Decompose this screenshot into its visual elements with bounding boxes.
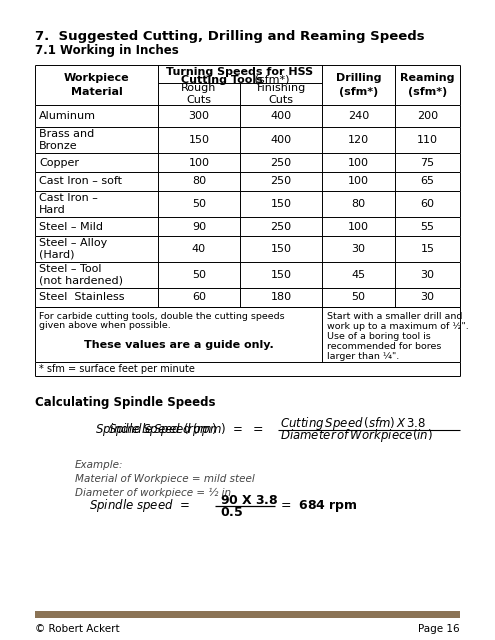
Text: 80: 80 [351, 199, 366, 209]
Text: 150: 150 [270, 244, 292, 254]
Text: 90: 90 [192, 221, 206, 232]
Text: 7.1 Working in Inches: 7.1 Working in Inches [35, 44, 179, 57]
Text: 50: 50 [351, 292, 365, 303]
Text: Steel  Stainless: Steel Stainless [39, 292, 125, 303]
Text: Steel – Mild: Steel – Mild [39, 221, 103, 232]
Text: 80: 80 [192, 177, 206, 186]
Text: 200: 200 [417, 111, 438, 121]
Text: 30: 30 [351, 244, 365, 254]
Text: $\mathit{Spindle\ Speed\ (rpm)}$: $\mathit{Spindle\ Speed\ (rpm)}$ [95, 422, 217, 438]
Text: 40: 40 [192, 244, 206, 254]
Text: =: = [253, 424, 263, 436]
Text: =  $\mathbf{684\ rpm}$: = $\mathbf{684\ rpm}$ [280, 498, 358, 514]
Text: Example:: Example: [75, 460, 123, 470]
Text: Cast Iron –
Hard: Cast Iron – Hard [39, 193, 98, 215]
Text: Use of a boring tool is: Use of a boring tool is [327, 332, 431, 341]
Text: larger than ¼".: larger than ¼". [327, 352, 399, 361]
Text: 75: 75 [420, 157, 435, 168]
Text: $\mathbf{0.5}$: $\mathbf{0.5}$ [220, 506, 244, 518]
Text: 45: 45 [351, 270, 366, 280]
Text: work up to a maximum of ½".: work up to a maximum of ½". [327, 322, 469, 331]
Text: given above when possible.: given above when possible. [39, 321, 171, 330]
Bar [35, 611, 460, 618]
Text: © Robert Ackert: © Robert Ackert [35, 624, 120, 634]
Text: 250: 250 [270, 157, 292, 168]
Text: 100: 100 [348, 177, 369, 186]
Text: Reaming
(sfm*): Reaming (sfm*) [400, 74, 455, 97]
Text: 60: 60 [192, 292, 206, 303]
Text: 150: 150 [270, 199, 292, 209]
Text: 100: 100 [189, 157, 209, 168]
Text: $\mathit{Spindle\ speed}$  =: $\mathit{Spindle\ speed}$ = [89, 497, 195, 515]
Text: Calculating Spindle Speeds: Calculating Spindle Speeds [35, 396, 215, 409]
Text: Material of Workpiece = mild steel: Material of Workpiece = mild steel [75, 474, 255, 484]
Text: 60: 60 [420, 199, 435, 209]
Text: * sfm = surface feet per minute: * sfm = surface feet per minute [39, 364, 195, 374]
Text: Turning Speeds for HSS: Turning Speeds for HSS [166, 67, 313, 77]
Text: 110: 110 [417, 135, 438, 145]
Text: 50: 50 [192, 199, 206, 209]
Text: Steel – Tool
(not hardened): Steel – Tool (not hardened) [39, 264, 123, 286]
Text: 100: 100 [348, 157, 369, 168]
Text: 400: 400 [270, 135, 292, 145]
Text: Finishing
Cuts: Finishing Cuts [256, 83, 305, 105]
Text: $\mathit{Cutting\/Speed\/(sfm)\/X\/3.8}$: $\mathit{Cutting\/Speed\/(sfm)\/X\/3.8}$ [280, 415, 426, 433]
Text: These values are a guide only.: These values are a guide only. [84, 340, 273, 350]
Text: 400: 400 [270, 111, 292, 121]
Text: Steel – Alloy
(Hard): Steel – Alloy (Hard) [39, 238, 107, 260]
Text: 50: 50 [192, 270, 206, 280]
Text: 7.  Suggested Cutting, Drilling and Reaming Speeds: 7. Suggested Cutting, Drilling and Reami… [35, 30, 425, 43]
Text: 180: 180 [270, 292, 292, 303]
Text: 30: 30 [420, 270, 435, 280]
Text: Rough
Cuts: Rough Cuts [181, 83, 217, 105]
Text: Brass and
Bronze: Brass and Bronze [39, 129, 94, 151]
Text: Workpiece
Material: Workpiece Material [64, 74, 129, 97]
Text: Start with a smaller drill and: Start with a smaller drill and [327, 312, 462, 321]
Text: 30: 30 [420, 292, 435, 303]
Text: 150: 150 [270, 270, 292, 280]
Text: 150: 150 [189, 135, 209, 145]
Text: 65: 65 [420, 177, 435, 186]
Text: 120: 120 [348, 135, 369, 145]
Text: For carbide cutting tools, double the cutting speeds: For carbide cutting tools, double the cu… [39, 312, 285, 321]
Text: 240: 240 [348, 111, 369, 121]
Text: Diameter of workpiece = ½ in.: Diameter of workpiece = ½ in. [75, 488, 234, 498]
Text: Aluminum: Aluminum [39, 111, 96, 121]
Text: $\mathit{Diameter\/of\/Workpiece(in)}$: $\mathit{Diameter\/of\/Workpiece(in)}$ [280, 428, 433, 445]
Text: recommended for bores: recommended for bores [327, 342, 442, 351]
Text: 55: 55 [420, 221, 435, 232]
Text: Cast Iron – soft: Cast Iron – soft [39, 177, 122, 186]
Text: $\mathit{Spindle\/Speed\/(rpm)}$  =: $\mathit{Spindle\/Speed\/(rpm)}$ = [108, 422, 248, 438]
Text: 15: 15 [420, 244, 435, 254]
Text: 250: 250 [270, 221, 292, 232]
Text: $\mathbf{90\ X\ 3.8}$: $\mathbf{90\ X\ 3.8}$ [220, 493, 278, 506]
Text: Copper: Copper [39, 157, 79, 168]
Text: 250: 250 [270, 177, 292, 186]
Text: 300: 300 [189, 111, 209, 121]
Text: Page 16: Page 16 [418, 624, 460, 634]
Text: Cutting Tools: Cutting Tools [181, 75, 263, 85]
Text: 100: 100 [348, 221, 369, 232]
Text: (sfm*): (sfm*) [251, 75, 289, 85]
Text: Drilling
(sfm*): Drilling (sfm*) [336, 74, 381, 97]
